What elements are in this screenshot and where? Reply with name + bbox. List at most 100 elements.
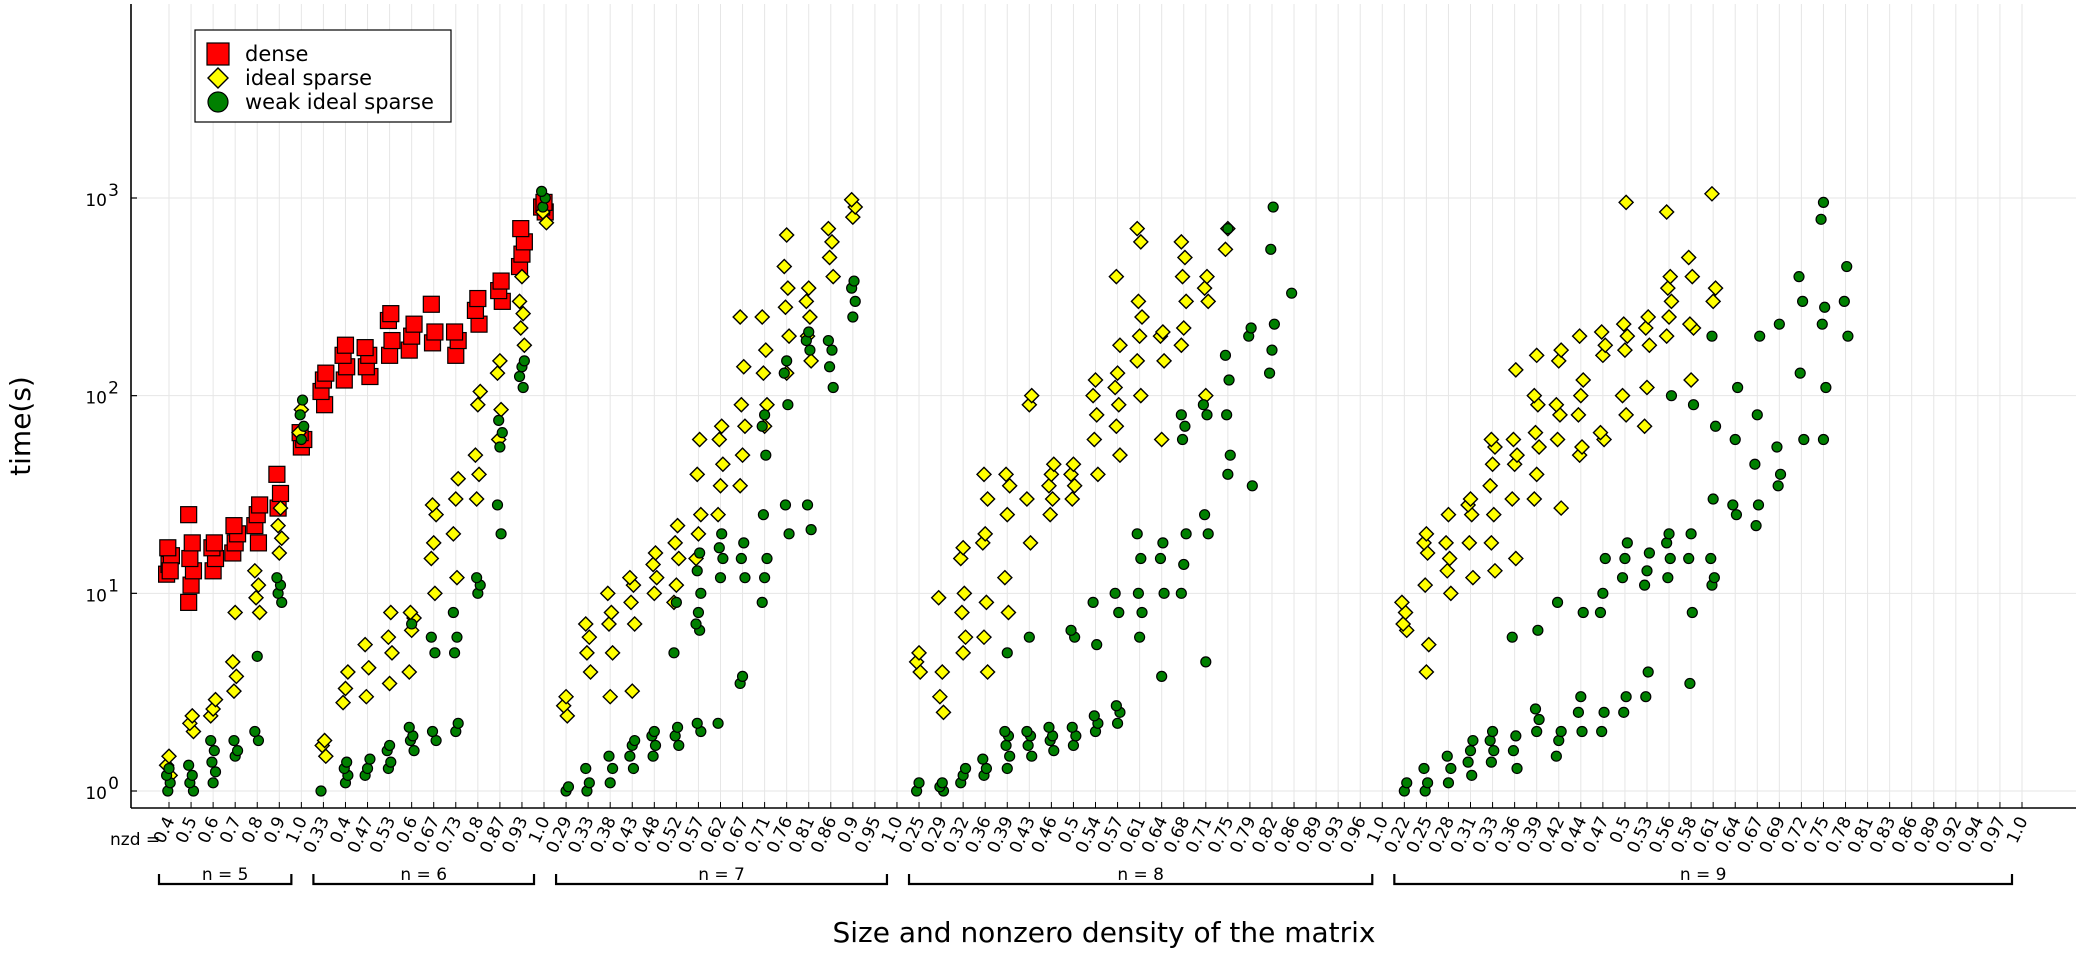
data-point	[1640, 691, 1652, 703]
data-point	[447, 346, 465, 364]
series-dense	[158, 193, 554, 611]
data-point	[1091, 639, 1103, 651]
data-point	[273, 530, 290, 547]
data-point	[1048, 745, 1060, 757]
data-point	[335, 694, 352, 711]
data-point	[1815, 213, 1827, 225]
data-point	[1065, 624, 1077, 636]
data-point	[1616, 572, 1629, 584]
data-point	[1594, 347, 1611, 364]
data-point	[225, 517, 243, 535]
data-point	[626, 615, 643, 632]
data-point	[1838, 295, 1850, 307]
data-point	[668, 647, 680, 659]
data-point	[1135, 552, 1147, 565]
data-point	[1198, 509, 1211, 521]
data-point	[713, 418, 730, 435]
data-point	[516, 337, 533, 354]
data-point	[249, 725, 261, 738]
data-point	[716, 528, 728, 540]
data-point	[1418, 762, 1430, 775]
data-point	[757, 509, 770, 521]
data-point	[1663, 528, 1675, 540]
data-point	[1440, 506, 1457, 523]
data-point	[206, 756, 218, 768]
data-point	[1594, 606, 1607, 619]
data-point	[1221, 409, 1233, 421]
data-point	[673, 739, 685, 752]
data-point	[1482, 477, 1499, 494]
data-point	[1176, 249, 1193, 266]
data-point	[1486, 562, 1503, 579]
data-point	[429, 647, 441, 659]
data-point	[826, 344, 838, 356]
data-point	[1593, 323, 1610, 340]
data-point	[1154, 552, 1167, 565]
data-point	[1774, 468, 1787, 480]
data-point	[1576, 725, 1588, 738]
data-point	[739, 572, 751, 584]
data-point	[778, 367, 790, 379]
data-point	[315, 785, 327, 797]
y-tick-label: 10	[85, 784, 107, 804]
data-point	[1817, 196, 1830, 209]
data-point	[1598, 706, 1610, 718]
y-tick-label: 10	[85, 191, 107, 211]
data-point	[251, 650, 263, 662]
data-point	[381, 675, 398, 692]
data-point	[356, 339, 374, 357]
data-point	[1224, 449, 1236, 461]
data-point	[1129, 220, 1146, 237]
data-point	[1575, 691, 1587, 703]
data-point	[996, 569, 1013, 586]
data-point	[1418, 525, 1435, 542]
data-point	[1506, 631, 1518, 643]
data-point	[360, 659, 377, 676]
data-point	[999, 506, 1016, 523]
series-weak-ideal-sparse	[161, 185, 1854, 797]
data-point	[298, 420, 310, 432]
data-point	[1421, 777, 1434, 789]
data-point	[1640, 309, 1657, 325]
data-point	[627, 762, 640, 775]
data-point	[1661, 537, 1673, 549]
data-point	[1040, 477, 1057, 494]
data-point	[184, 707, 201, 724]
data-point	[227, 604, 244, 621]
data-point	[1641, 337, 1658, 354]
data-point	[1417, 577, 1434, 594]
data-point	[163, 762, 175, 775]
data-point	[159, 539, 177, 557]
data-point	[957, 629, 974, 646]
data-point	[513, 370, 526, 383]
data-point	[624, 683, 641, 700]
data-point	[694, 547, 706, 559]
data-point	[1042, 506, 1059, 523]
data-point	[494, 441, 506, 453]
data-point	[447, 491, 464, 508]
data-point	[1110, 700, 1122, 712]
data-point	[977, 753, 989, 765]
data-point	[380, 629, 397, 646]
data-point	[1107, 379, 1124, 396]
data-point	[978, 594, 995, 611]
data-point	[779, 280, 796, 297]
data-point	[977, 525, 994, 542]
x-tick-labels: 0.40.50.60.70.80.91.00.330.40.470.530.60…	[150, 802, 2033, 856]
data-point	[296, 394, 309, 406]
data-point	[228, 668, 245, 685]
data-point	[781, 355, 793, 367]
data-point	[1134, 309, 1151, 325]
data-point	[270, 517, 287, 534]
data-point	[955, 539, 972, 556]
data-point	[1706, 330, 1718, 342]
group-label: n = 6	[400, 865, 447, 885]
data-point	[581, 629, 598, 646]
data-point	[798, 293, 815, 310]
data-point	[512, 319, 529, 336]
data-point	[578, 644, 595, 661]
data-point	[577, 615, 594, 632]
data-point	[1158, 587, 1170, 599]
data-point	[913, 777, 925, 789]
